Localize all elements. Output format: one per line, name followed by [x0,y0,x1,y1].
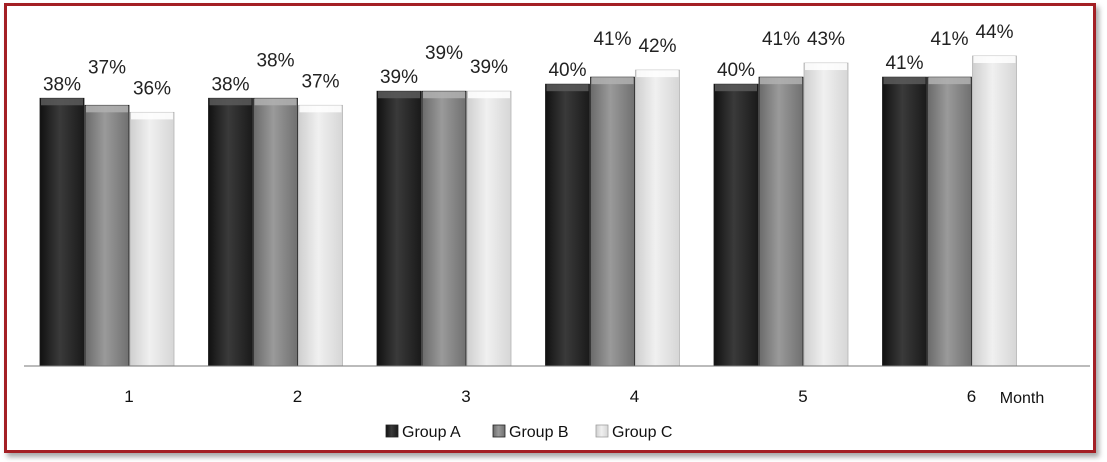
bar-group-c-month-3 [466,90,512,367]
data-label: 41% [930,29,968,50]
data-label: 40% [717,60,755,81]
bar-group-c-month-4 [635,69,680,367]
data-label: 39% [470,57,508,78]
data-label: 41% [762,29,800,50]
data-label: 41% [593,29,631,50]
x-tick-label: 6 [967,387,976,406]
legend: Group A Group B Group C [385,424,672,441]
data-labels-layer: 38% 37% 36% 38% 38% 37% 39% 39% 39% 40% 41% 42% 40% 4… [43,22,1014,99]
data-label: 38% [211,74,249,95]
data-label: 36% [133,78,171,99]
bar-group-a-month-2 [208,97,253,367]
bar-group-a-month-5 [713,83,759,367]
x-tick-label: 2 [293,387,302,406]
x-tick-label: 1 [124,387,133,406]
legend-swatch [385,424,399,438]
bar-group-a-month-1 [39,97,85,367]
data-label: 40% [548,60,586,81]
legend-label: Group B [509,424,569,441]
x-tick-label: 4 [630,387,639,406]
bar-group-c-month-6 [972,55,1017,367]
data-label: 37% [301,71,339,92]
bar-group-b-month-2 [253,97,298,367]
bar-group-a-month-3 [376,90,422,367]
bar-group-b-month-6 [927,76,972,367]
data-label: 42% [638,36,676,57]
x-tick-label: 3 [461,387,470,406]
data-label: 38% [256,50,294,71]
x-tick-label: 5 [798,387,807,406]
bar-group-b-month-5 [758,76,804,367]
bar-group-c-month-1 [129,111,175,367]
data-label: 44% [975,22,1013,43]
bar-group-b-month-1 [84,104,130,367]
data-label: 43% [807,29,845,50]
legend-swatch [595,424,609,438]
bar-group-b-month-3 [421,90,467,367]
legend-label: Group A [402,424,461,441]
data-label: 39% [425,43,463,64]
data-label: 37% [88,57,126,78]
data-label: 38% [43,74,81,95]
data-label: 39% [380,67,418,88]
legend-item-group-a: Group A [385,424,461,441]
legend-label: Group C [612,424,672,441]
x-axis-title: Month [1000,390,1044,407]
bars-layer [39,55,1017,367]
bar-group-a-month-6 [882,76,927,367]
legend-swatch [492,424,506,438]
x-tick-labels: 1 2 3 4 5 6 [124,387,976,406]
bar-group-b-month-4 [590,76,635,367]
data-label: 41% [885,53,923,74]
bar-group-c-month-5 [803,62,849,367]
legend-item-group-c: Group C [595,424,672,441]
bar-group-a-month-4 [545,83,590,367]
legend-item-group-b: Group B [492,424,569,441]
bar-group-c-month-2 [298,104,343,367]
